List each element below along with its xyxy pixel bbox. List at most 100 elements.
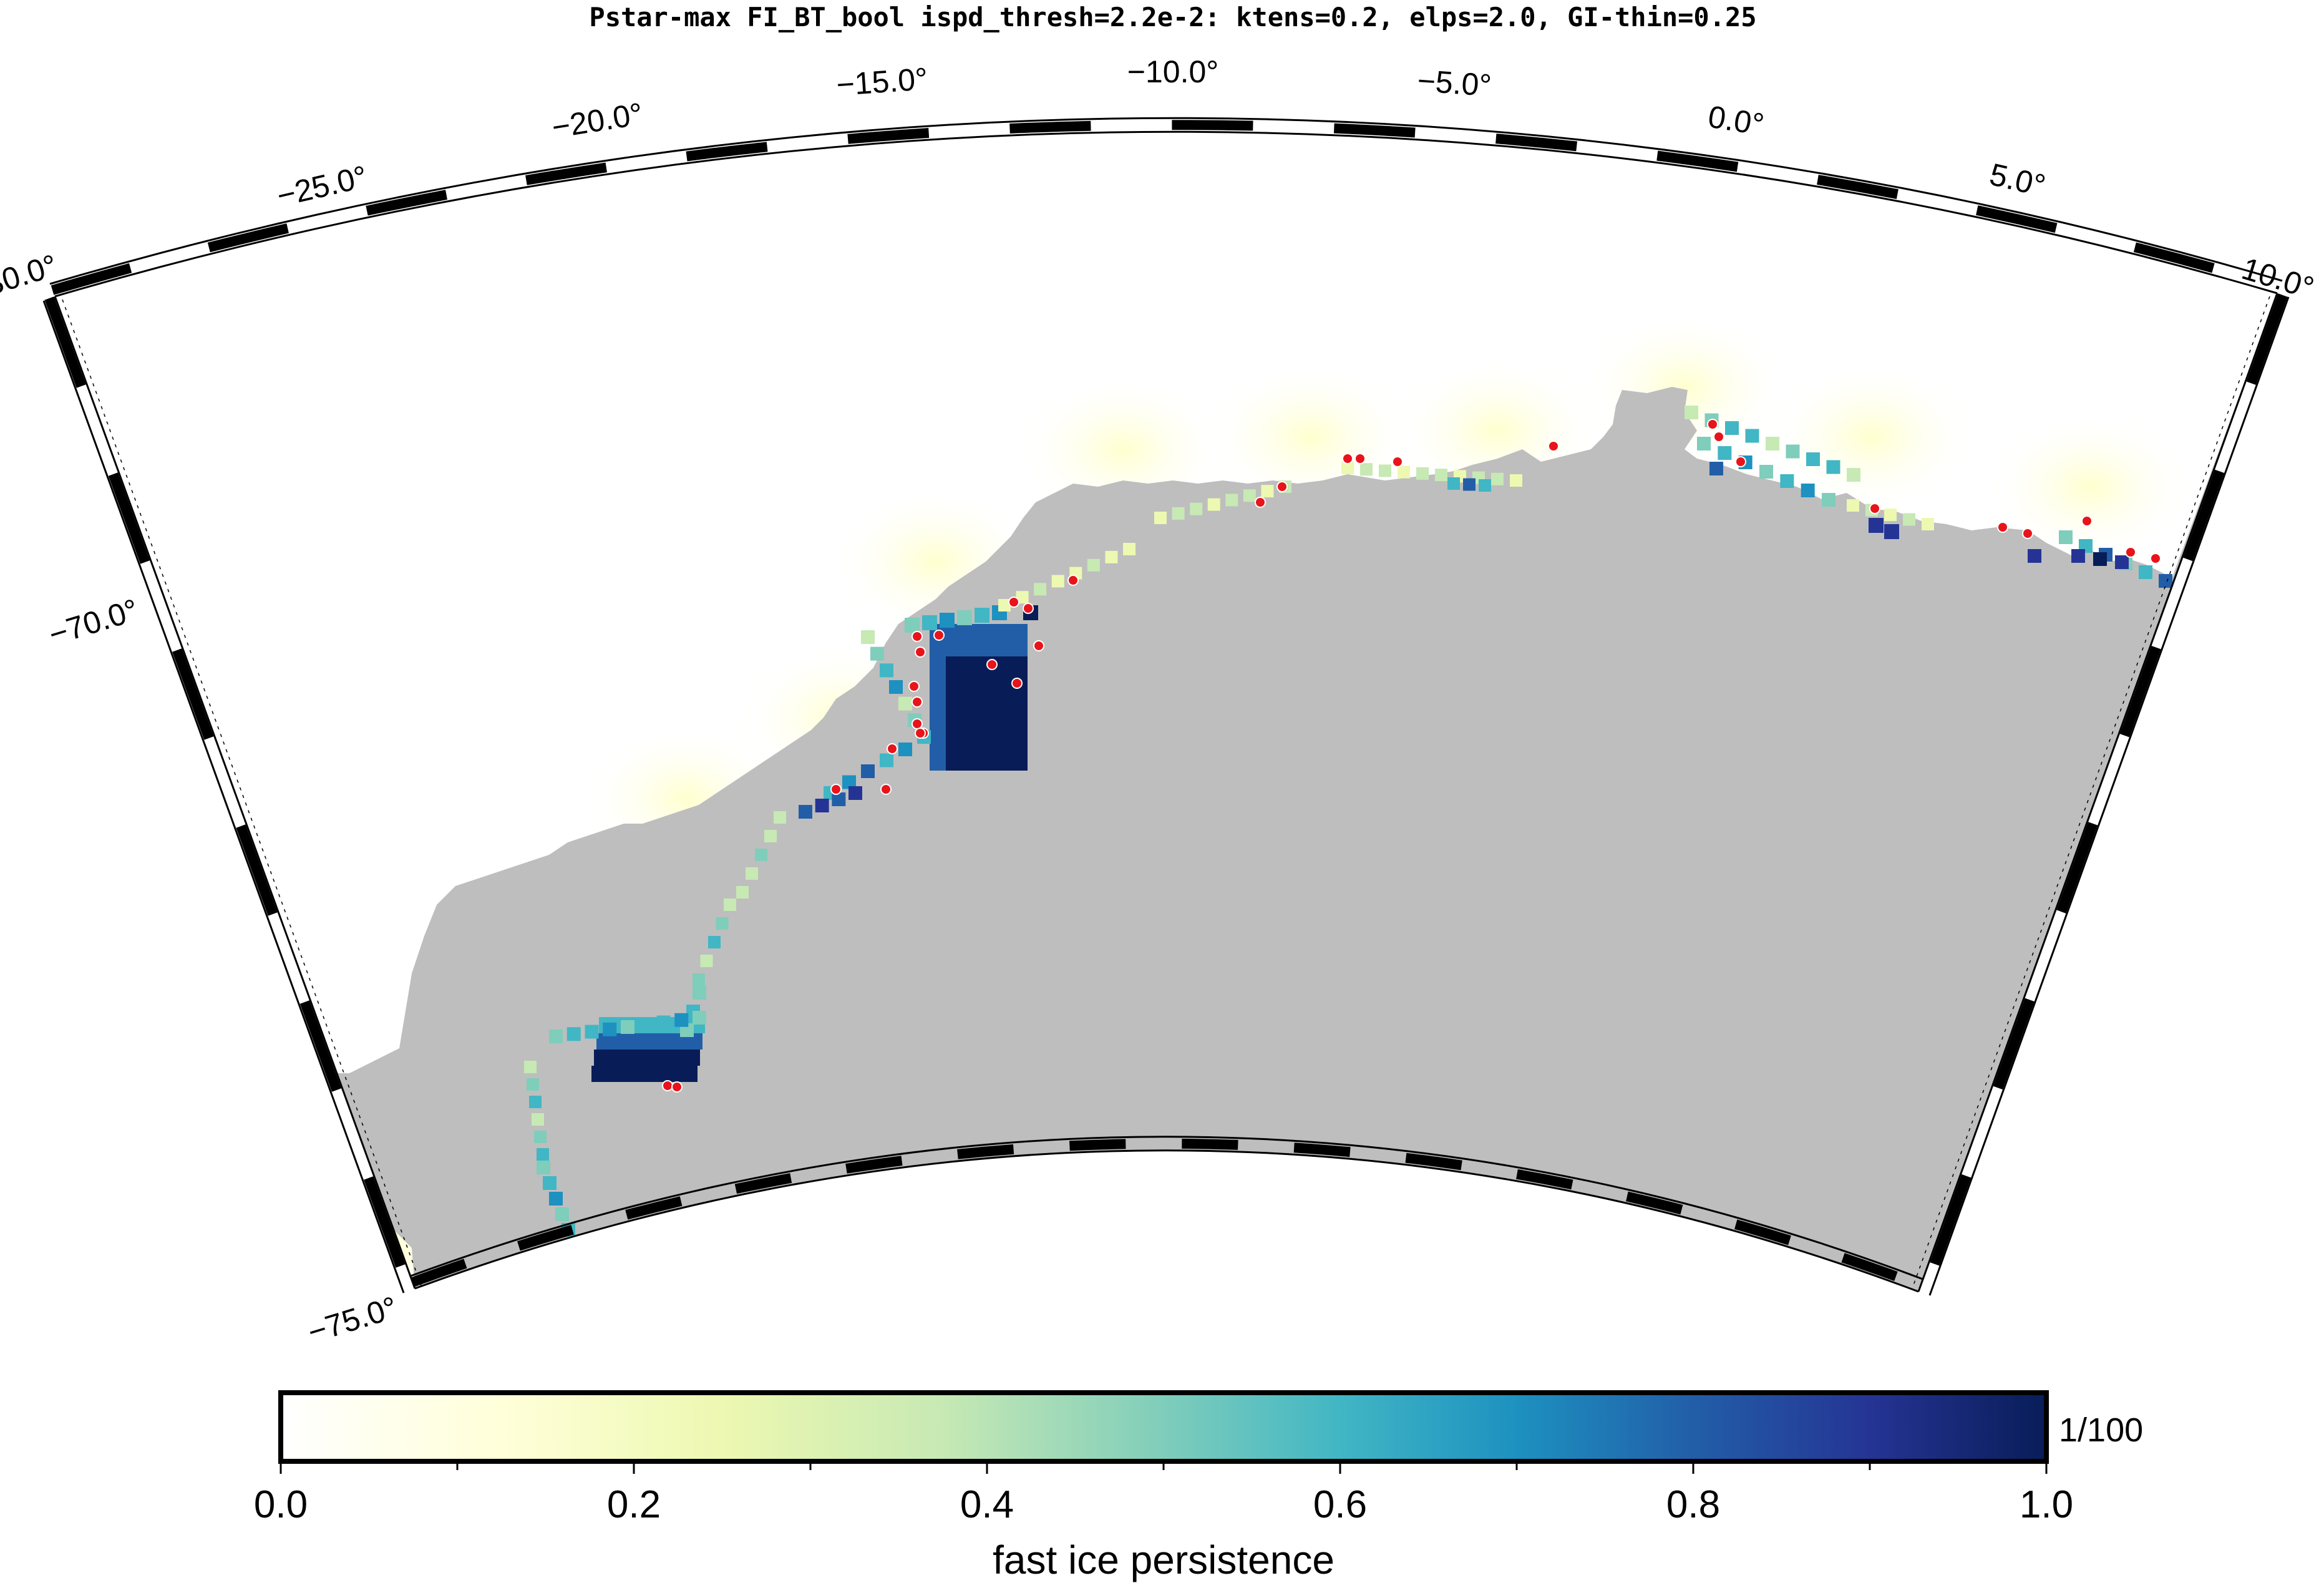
fast-ice-cell bbox=[799, 805, 812, 819]
fast-ice-cell bbox=[1261, 485, 1274, 498]
grounded-iceberg-marker bbox=[2081, 515, 2093, 527]
fast-ice-cell bbox=[861, 630, 875, 644]
fast-ice-cell bbox=[656, 1033, 673, 1050]
fast-ice-cell bbox=[946, 705, 963, 722]
fast-ice-cell bbox=[1379, 464, 1391, 477]
fast-ice-cell bbox=[994, 721, 1011, 738]
fast-ice-cell bbox=[1685, 406, 1698, 419]
fast-ice-cell bbox=[962, 705, 979, 722]
fast-ice-cell bbox=[832, 792, 846, 806]
grounded-iceberg-marker bbox=[933, 630, 945, 641]
fast-ice-cell bbox=[1207, 498, 1220, 511]
fast-ice-cell bbox=[603, 1022, 617, 1036]
fast-ice-cell bbox=[1172, 507, 1185, 520]
fast-ice-cell bbox=[898, 743, 912, 756]
fast-ice-cell bbox=[1360, 463, 1373, 476]
grounded-iceberg-marker bbox=[915, 646, 926, 658]
fast-ice-cell bbox=[1869, 518, 1884, 533]
fast-ice-cell bbox=[1801, 484, 1815, 497]
lon-label-m10: −10.0° bbox=[1127, 54, 1219, 89]
fast-ice-cell bbox=[930, 705, 946, 722]
longitude-labels: −30.0° −25.0° −20.0° −15.0° −10.0° −5.0°… bbox=[0, 54, 2318, 308]
fast-ice-cell bbox=[1903, 513, 1915, 526]
halo-blob bbox=[1766, 362, 1978, 512]
fast-ice-cell bbox=[537, 1161, 550, 1174]
fast-ice-cell bbox=[2059, 530, 2073, 544]
fast-ice-cell bbox=[693, 973, 705, 986]
fast-ice-cell bbox=[2093, 552, 2107, 566]
fast-ice-cell bbox=[621, 1066, 638, 1082]
fast-ice-cell bbox=[708, 936, 721, 948]
fast-ice-cell bbox=[905, 618, 920, 633]
fast-ice-cell bbox=[1011, 656, 1028, 673]
fast-ice-cell bbox=[585, 1025, 599, 1039]
fast-ice-cell bbox=[527, 1078, 539, 1091]
fast-ice-cell bbox=[946, 673, 963, 689]
grounded-iceberg-marker bbox=[1008, 597, 1019, 608]
fast-ice-cell bbox=[1447, 477, 1460, 490]
fast-ice-cell bbox=[1491, 472, 1504, 485]
fast-ice-cell bbox=[1341, 462, 1354, 474]
fast-ice-cell bbox=[1011, 689, 1028, 706]
fast-ice-cell bbox=[651, 1066, 668, 1082]
grounded-iceberg-marker bbox=[2022, 528, 2033, 539]
fast-ice-cell bbox=[994, 673, 1011, 689]
grounded-iceberg-marker bbox=[1707, 419, 1718, 430]
fast-ice-cell bbox=[1398, 465, 1410, 479]
fast-ice-cell bbox=[654, 1050, 670, 1066]
grounded-iceberg-marker bbox=[912, 696, 923, 708]
grounded-iceberg-marker bbox=[1342, 453, 1353, 464]
fast-ice-cell bbox=[1697, 437, 1711, 451]
fast-ice-cell bbox=[946, 689, 963, 706]
fast-ice-cell bbox=[978, 705, 995, 722]
fast-ice-cell bbox=[994, 689, 1011, 706]
fast-ice-cell bbox=[1016, 591, 1029, 604]
fast-ice-cell bbox=[549, 1192, 563, 1206]
fast-ice-cell bbox=[1225, 494, 1238, 507]
antarctic-land bbox=[240, 293, 2277, 1292]
lon-label-m5: −5.0° bbox=[1416, 63, 1492, 103]
fast-ice-cell bbox=[1745, 429, 1759, 443]
fast-ice-cell bbox=[594, 1050, 610, 1066]
fast-ice-cell bbox=[746, 867, 758, 880]
grounded-iceberg-marker bbox=[912, 631, 923, 642]
fast-ice-cell bbox=[524, 1061, 537, 1073]
fast-ice-cell bbox=[1011, 721, 1028, 738]
fast-ice-cell bbox=[930, 721, 946, 738]
fast-ice-cell bbox=[591, 1066, 608, 1082]
fast-ice-cell bbox=[532, 1113, 544, 1126]
fast-ice-cell bbox=[626, 1033, 643, 1050]
fast-ice-cell bbox=[537, 1148, 549, 1161]
fast-ice-cell bbox=[994, 754, 1011, 771]
fast-ice-cell bbox=[1806, 452, 1820, 466]
grounded-iceberg-marker bbox=[2125, 547, 2136, 558]
grounded-iceberg-marker bbox=[2150, 553, 2161, 564]
fast-ice-cell bbox=[1884, 509, 1897, 521]
fast-ice-cell bbox=[764, 830, 777, 842]
fast-ice-cell bbox=[693, 1011, 706, 1025]
grounded-iceberg-marker bbox=[1997, 522, 2008, 533]
colorbar-ticks bbox=[280, 1461, 2048, 1474]
grounded-iceberg-marker bbox=[1276, 481, 1288, 492]
fast-ice-cell bbox=[998, 599, 1011, 611]
fast-ice-cell bbox=[755, 849, 767, 861]
grounded-iceberg-marker bbox=[1869, 503, 1880, 514]
fast-ice-cell bbox=[946, 754, 963, 771]
fast-ice-cell bbox=[930, 738, 946, 754]
fast-ice-cell bbox=[681, 1066, 698, 1082]
grounded-iceberg-marker bbox=[1735, 456, 1746, 467]
fast-ice-cell bbox=[1780, 474, 1794, 488]
fast-ice-cell bbox=[898, 696, 912, 711]
fast-ice-cells bbox=[524, 406, 2172, 1237]
colorbar-tick-4: 0.8 bbox=[1666, 1483, 1720, 1526]
fast-ice-cell bbox=[978, 754, 995, 771]
fast-ice-cell bbox=[946, 640, 963, 657]
fast-ice-cell bbox=[716, 917, 729, 930]
fast-ice-cell bbox=[962, 673, 979, 689]
grounded-iceberg-marker bbox=[671, 1081, 683, 1093]
fast-ice-cell bbox=[1011, 640, 1028, 657]
fast-ice-cell bbox=[842, 775, 856, 789]
fast-ice-cell bbox=[1011, 754, 1028, 771]
grounded-iceberg-markers bbox=[662, 419, 2161, 1093]
fast-ice-cell bbox=[962, 754, 979, 771]
